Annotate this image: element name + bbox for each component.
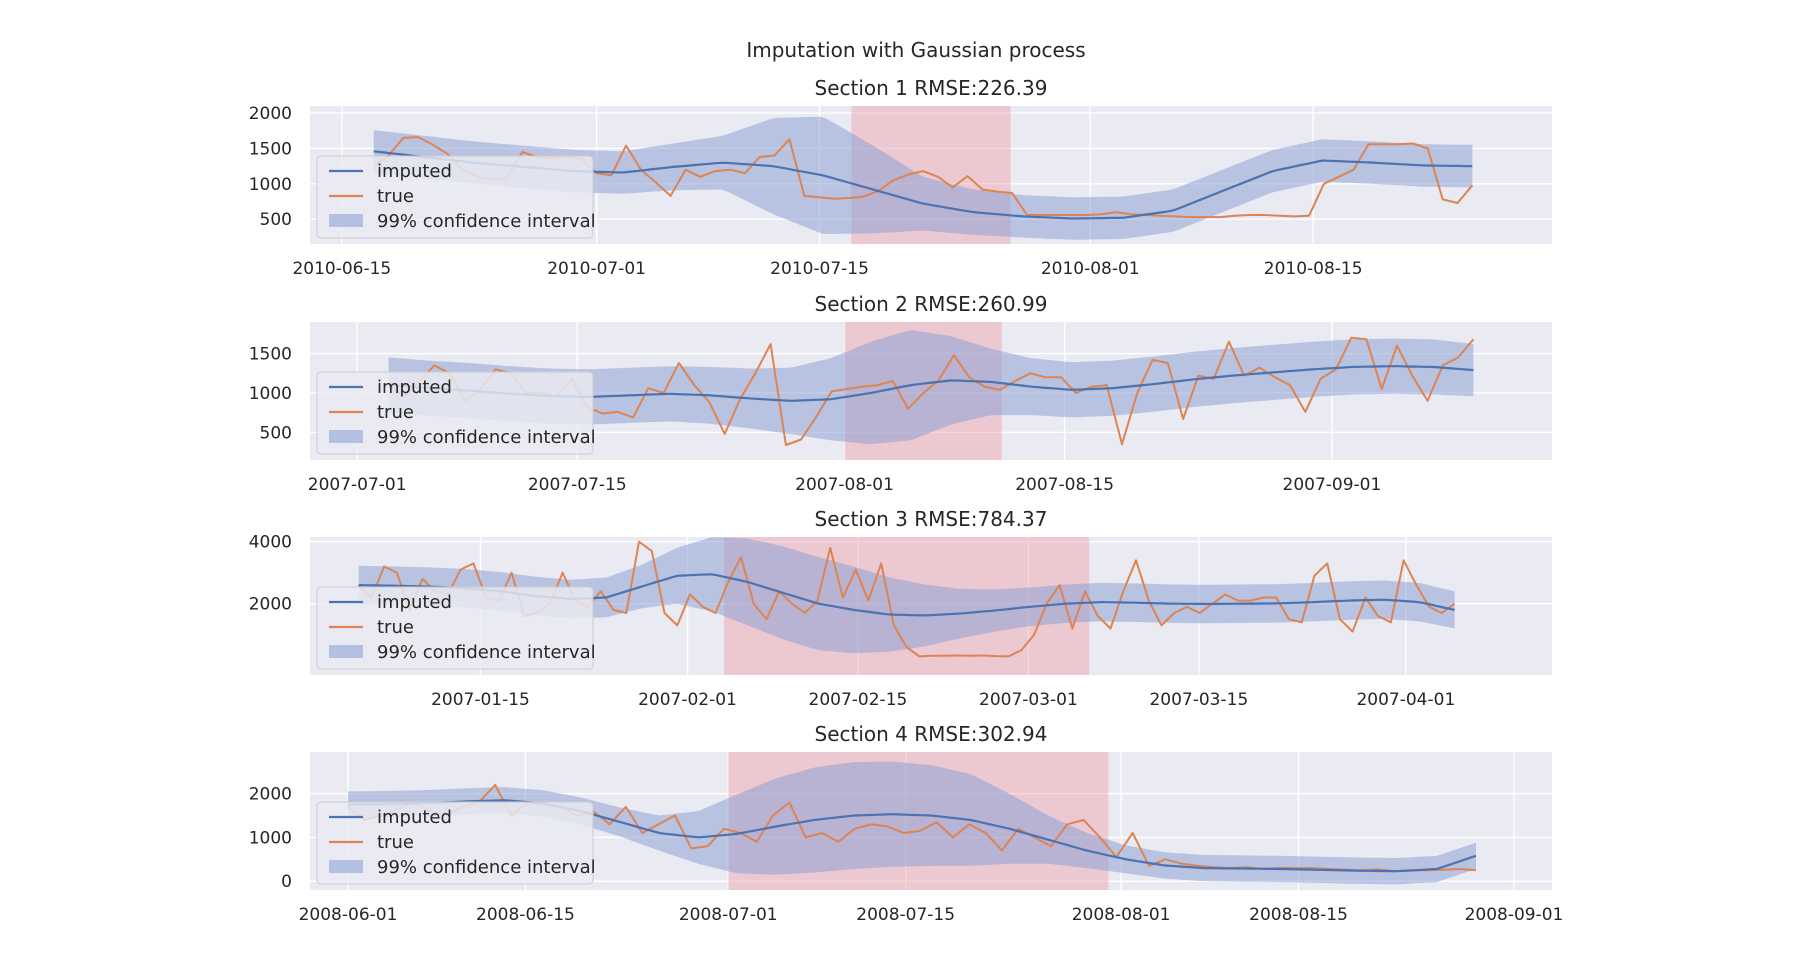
subplot-section-4: Section 4 RMSE:302.94 2008-06-01 2008-06-1… xyxy=(249,722,1564,925)
legend: imputed true 99% confidence interval xyxy=(316,155,596,239)
y-tick-label: 2000 xyxy=(249,595,292,615)
y-tick-label: 0 xyxy=(281,872,292,892)
y-tick-label: 1500 xyxy=(249,139,292,159)
legend-ci-swatch xyxy=(329,645,363,658)
confidence-interval-band xyxy=(358,537,1455,654)
subplot-title: Section 4 RMSE:302.94 xyxy=(815,722,1048,746)
x-tick-label: 2008-09-01 xyxy=(1465,905,1564,925)
legend-ci-label: 99% confidence interval xyxy=(377,427,596,448)
y-tick-label: 500 xyxy=(260,210,292,230)
subplot-title: Section 2 RMSE:260.99 xyxy=(815,292,1048,316)
subplot-section-1: Section 1 RMSE:226.39 2010-06-15 2010-07-0… xyxy=(249,76,1552,279)
legend-true-label: true xyxy=(377,617,414,638)
figure-title: Imputation with Gaussian process xyxy=(746,38,1085,62)
legend: imputed true 99% confidence interval xyxy=(316,371,596,455)
legend-imputed-label: imputed xyxy=(377,807,452,828)
subplot-title: Section 3 RMSE:784.37 xyxy=(815,507,1048,531)
y-tick-label: 2000 xyxy=(249,785,292,805)
y-tick-label: 4000 xyxy=(249,533,292,553)
x-tick-label: 2008-08-15 xyxy=(1249,905,1348,925)
legend: imputed true 99% confidence interval xyxy=(316,586,596,670)
y-tick-label: 1500 xyxy=(249,345,292,365)
legend-ci-swatch xyxy=(329,860,363,873)
x-tick-label: 2010-07-01 xyxy=(547,259,646,279)
x-tick-label: 2010-08-15 xyxy=(1264,259,1363,279)
x-tick-label: 2008-07-01 xyxy=(679,905,778,925)
x-tick-label: 2008-06-01 xyxy=(299,905,398,925)
legend-ci-label: 99% confidence interval xyxy=(377,857,596,878)
x-tick-label: 2007-02-15 xyxy=(809,690,908,710)
legend-box xyxy=(316,801,594,885)
y-tick-label: 1000 xyxy=(249,828,292,848)
legend-true-label: true xyxy=(377,186,414,207)
y-tick-label: 1000 xyxy=(249,384,292,404)
x-tick-label: 2008-06-15 xyxy=(476,905,575,925)
subplot-section-2: Section 2 RMSE:260.99 2007-07-01 2007-07-1… xyxy=(249,292,1552,495)
x-tick-label: 2010-07-15 xyxy=(770,259,869,279)
confidence-interval-band xyxy=(373,116,1473,240)
x-tick-label: 2007-09-01 xyxy=(1283,475,1382,495)
legend-ci-swatch xyxy=(329,430,363,443)
legend-box xyxy=(316,155,594,239)
legend-box xyxy=(316,586,594,670)
x-tick-label: 2007-04-01 xyxy=(1356,690,1455,710)
x-tick-label: 2007-08-01 xyxy=(795,475,894,495)
x-tick-label: 2010-08-01 xyxy=(1041,259,1140,279)
subplot-section-3: Section 3 RMSE:784.37 2007-01-15 2007-02-0… xyxy=(249,507,1552,710)
y-tick-label: 500 xyxy=(260,423,292,443)
legend-imputed-label: imputed xyxy=(377,377,452,398)
subplot-title: Section 1 RMSE:226.39 xyxy=(815,76,1048,100)
legend-true-label: true xyxy=(377,402,414,423)
x-tick-label: 2007-02-01 xyxy=(638,690,737,710)
x-tick-label: 2007-03-15 xyxy=(1149,690,1248,710)
confidence-interval-band xyxy=(348,761,1476,885)
y-tick-label: 2000 xyxy=(249,104,292,124)
legend-imputed-label: imputed xyxy=(377,592,452,613)
x-tick-label: 2007-07-15 xyxy=(528,475,627,495)
x-tick-label: 2010-06-15 xyxy=(292,259,391,279)
x-tick-label: 2007-03-01 xyxy=(979,690,1078,710)
x-tick-label: 2008-08-01 xyxy=(1072,905,1171,925)
legend: imputed true 99% confidence interval xyxy=(316,801,596,885)
x-tick-label: 2008-07-15 xyxy=(856,905,955,925)
legend-imputed-label: imputed xyxy=(377,161,452,182)
legend-box xyxy=(316,371,594,455)
legend-true-label: true xyxy=(377,832,414,853)
x-tick-label: 2007-08-15 xyxy=(1015,475,1114,495)
legend-ci-swatch xyxy=(329,214,363,227)
legend-ci-label: 99% confidence interval xyxy=(377,211,596,232)
y-tick-label: 1000 xyxy=(249,175,292,195)
legend-ci-label: 99% confidence interval xyxy=(377,642,596,663)
x-tick-label: 2007-01-15 xyxy=(431,690,530,710)
x-tick-label: 2007-07-01 xyxy=(308,475,407,495)
